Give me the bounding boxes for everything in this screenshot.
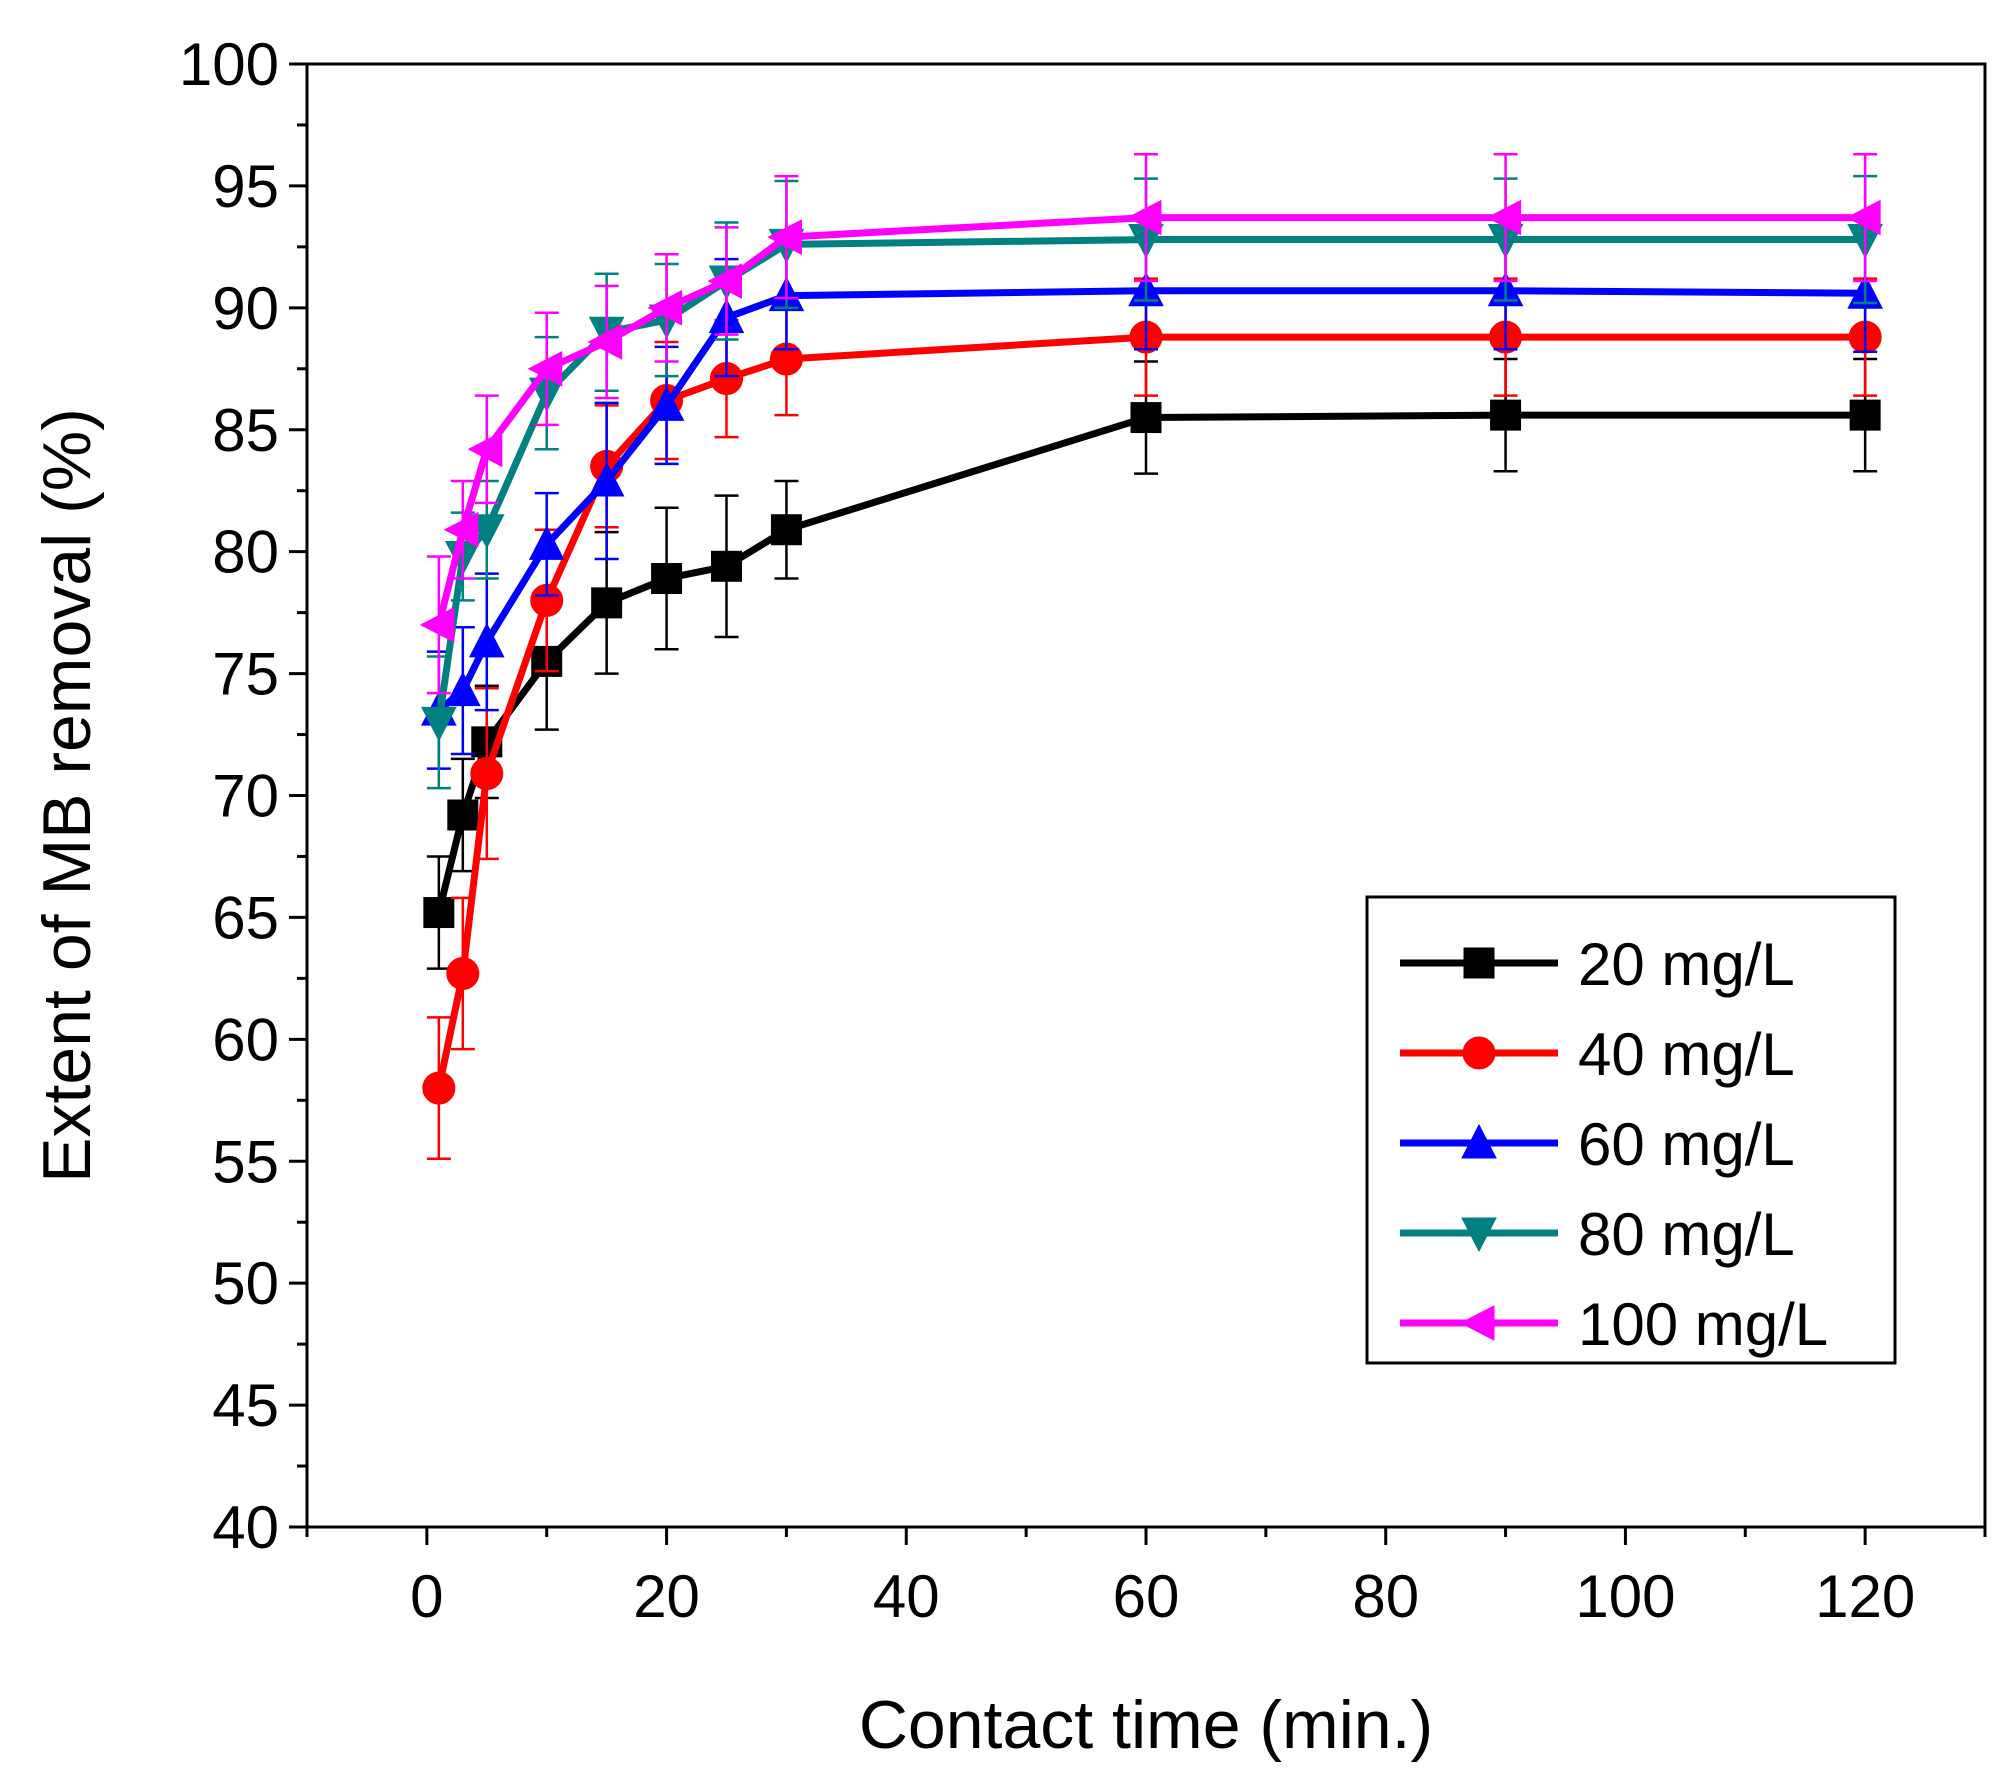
x-tick-label: 0: [410, 1563, 443, 1630]
data-point: [1486, 199, 1522, 236]
y-tick-label: 60: [212, 1006, 279, 1073]
y-tick-label: 90: [212, 275, 279, 342]
legend-label: 20 mg/L: [1578, 931, 1795, 998]
data-point: [422, 1071, 456, 1105]
data-point: [446, 956, 480, 990]
data-point: [648, 386, 685, 421]
data-point: [470, 757, 504, 791]
data-point: [591, 587, 623, 619]
data-point: [444, 671, 481, 707]
y-tick-label: 80: [212, 519, 279, 586]
y-tick-label: 70: [212, 763, 279, 830]
axes-layer: 40 45 50 55 60 65 70 75 80 85 90 95 100 0 20 40 60 80 100 1…: [179, 31, 1987, 1630]
y-tick-label: 100: [179, 31, 279, 98]
data-point: [707, 263, 742, 299]
y-tick-label: 50: [212, 1250, 279, 1317]
data-point: [468, 622, 505, 658]
data-point: [1463, 947, 1495, 979]
legend-item: 40 mg/L: [1400, 1021, 1795, 1088]
y-tick-label: 40: [212, 1494, 279, 1561]
legend: 20 mg/L 40 mg/L 60 mg/L 80 mg/L 100 mg/L: [1365, 895, 1897, 1365]
y-tick-label: 75: [212, 641, 279, 708]
data-point: [421, 706, 457, 742]
series-layer: [419, 152, 1883, 1161]
y-tick-label: 65: [212, 884, 279, 951]
x-tick-label: 120: [1815, 1563, 1915, 1630]
data-point: [588, 461, 625, 497]
data-point: [443, 511, 479, 548]
legend-item: 80 mg/L: [1400, 1201, 1795, 1268]
data-point: [1846, 199, 1881, 236]
data-point: [767, 219, 802, 255]
data-point: [1461, 1123, 1497, 1159]
series-60-mg-l: [421, 230, 1883, 770]
data-point: [1461, 1217, 1497, 1253]
data-point: [528, 525, 565, 560]
data-point: [647, 290, 683, 326]
data-point: [527, 350, 563, 387]
y-axis-title: Extent of MB removal (%): [29, 408, 105, 1183]
data-point: [447, 799, 479, 831]
data-point: [1490, 399, 1522, 431]
data-point: [1459, 1305, 1495, 1341]
data-point: [1126, 199, 1162, 236]
legend-item: 20 mg/L: [1400, 931, 1795, 998]
data-point: [467, 431, 503, 468]
data-point: [1462, 1036, 1496, 1070]
legend-label: 80 mg/L: [1578, 1201, 1795, 1268]
x-tick-label: 20: [633, 1563, 700, 1630]
data-point: [1130, 402, 1162, 434]
series-100-mg-l: [419, 152, 1881, 695]
y-tick-label: 55: [212, 1128, 279, 1195]
y-tick-label: 85: [212, 397, 279, 464]
data-point: [423, 897, 455, 929]
x-axis-title: Contact time (min.): [859, 1687, 1433, 1763]
x-tick-label: 60: [1113, 1563, 1180, 1630]
data-point: [587, 324, 623, 360]
data-point: [770, 514, 802, 546]
data-point: [419, 606, 455, 643]
legend-label: 100 mg/L: [1578, 1291, 1828, 1358]
x-tick-label: 100: [1575, 1563, 1675, 1630]
x-tick-label: 80: [1352, 1563, 1419, 1630]
legend-item: 60 mg/L: [1400, 1111, 1795, 1178]
data-point: [651, 562, 683, 594]
y-tick-label: 45: [212, 1372, 279, 1439]
y-tick-label: 95: [212, 153, 279, 220]
legend-label: 40 mg/L: [1578, 1021, 1795, 1088]
legend-item: 100 mg/L: [1400, 1291, 1828, 1358]
legend-label: 60 mg/L: [1578, 1111, 1795, 1178]
legend-box: [1365, 895, 1897, 1365]
data-point: [711, 550, 742, 582]
data-point: [1849, 399, 1881, 431]
x-tick-label: 40: [873, 1563, 940, 1630]
